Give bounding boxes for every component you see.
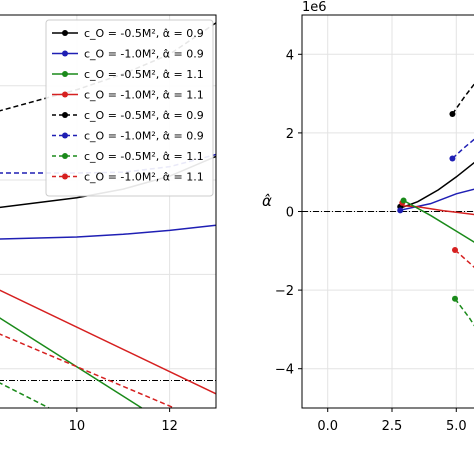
legend-label-7: c_O = -0.5M², α̂ = 1.1 [84, 150, 204, 163]
left-x-tick-label: 10 [69, 419, 86, 434]
right-series-group [397, 83, 474, 327]
left-series-line-8 [0, 382, 50, 409]
legend-label-3: c_O = -0.5M², α̂ = 1.1 [84, 68, 204, 81]
right-point-marker-4 [400, 197, 407, 204]
right-series-start-marker-5 [449, 111, 456, 118]
right-y-tick-label: −4 [275, 363, 294, 378]
left-series-line-4 [0, 224, 217, 240]
right-y-tick-label: −2 [275, 284, 294, 299]
right-y-tick-label: 2 [286, 127, 294, 142]
legend-marker-6 [62, 132, 68, 139]
right-series-start-marker-8 [452, 295, 458, 302]
left-panel: 10 12 c_O = -0.5M², α̂ = 0.9 c_O = -1.0M²,… [0, 14, 217, 434]
y-axis-label: α̂ [262, 192, 272, 210]
right-series-line-7 [454, 249, 474, 269]
legend-label-5: c_O = -0.5M², α̂ = 0.9 [84, 109, 204, 122]
right-series-start-marker-7 [452, 247, 458, 254]
right-series-start-marker-6 [449, 155, 456, 162]
left-x-tick-label: 12 [161, 419, 178, 434]
legend-label-4: c_O = -1.0M², α̂ = 1.1 [84, 89, 204, 102]
right-series-line-8 [454, 298, 474, 327]
right-x-ticks: 0.0 2.5 5.0 [317, 408, 467, 434]
left-axes-frame [0, 14, 217, 409]
offset-text: 1e6 [302, 0, 327, 15]
legend-label-8: c_O = -1.0M², α̂ = 1.1 [84, 171, 204, 184]
right-y-tick-label: 0 [286, 206, 294, 221]
right-x-tick-label: 0.0 [317, 419, 338, 434]
legend-box [45, 19, 214, 197]
legend-label-2: c_O = -1.0M², α̂ = 0.9 [84, 48, 204, 61]
legend-marker-3 [62, 71, 68, 77]
legend-marker-1 [62, 30, 68, 36]
legend: c_O = -0.5M², α̂ = 0.9 c_O = -1.0M², α̂ =… [45, 19, 214, 197]
left-series-line-5 [0, 289, 217, 395]
legend-marker-4 [62, 91, 68, 98]
right-series-line-5 [451, 83, 474, 115]
legend-marker-2 [62, 50, 68, 57]
right-series-line-3 [399, 204, 474, 216]
legend-entries: c_O = -0.5M², α̂ = 0.9 c_O = -1.0M², α̂ =… [52, 27, 204, 184]
right-y-tick-label: 4 [286, 48, 294, 63]
left-series-line-6 [0, 317, 143, 409]
right-series-line-6 [451, 138, 474, 159]
legend-marker-7 [62, 153, 68, 159]
right-y-ticks: 4 2 0 −2 −4 [275, 48, 302, 378]
right-panel: 4 2 0 −2 −4 0.0 2.5 5.0 1e6 α̂ [262, 0, 474, 434]
right-point-marker-2 [397, 207, 404, 214]
left-series-line-7 [0, 333, 175, 409]
right-series-line-4 [403, 199, 474, 243]
right-series-line-1 [399, 161, 474, 210]
legend-marker-8 [62, 173, 68, 180]
legend-label-1: c_O = -0.5M², α̂ = 0.9 [84, 27, 204, 40]
legend-marker-5 [62, 112, 68, 118]
legend-label-6: c_O = -1.0M², α̂ = 0.9 [84, 130, 204, 143]
left-x-ticks: 10 12 [69, 408, 178, 434]
right-x-tick-label: 5.0 [446, 419, 467, 434]
right-x-tick-label: 2.5 [382, 419, 403, 434]
